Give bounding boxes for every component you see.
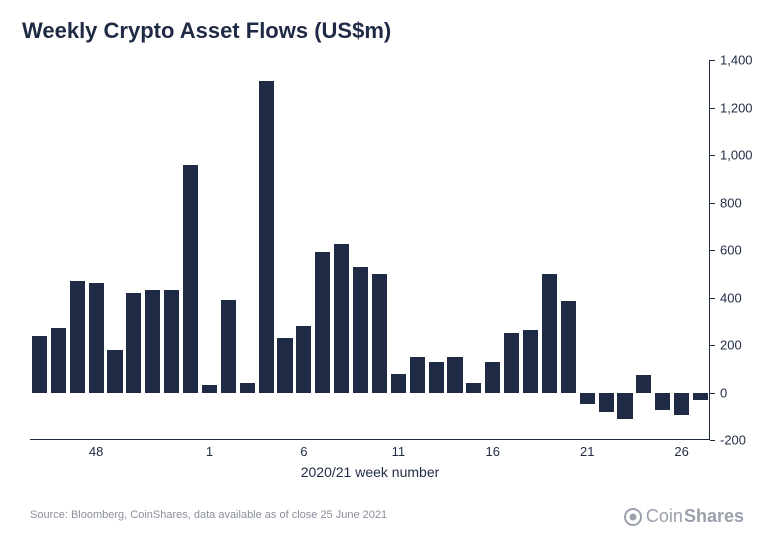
coinshares-logo: CoinShares <box>623 506 744 527</box>
bar <box>107 350 122 393</box>
bar <box>655 393 670 411</box>
bar <box>126 293 141 393</box>
y-tick-label: 1,400 <box>720 53 753 68</box>
bar <box>372 274 387 393</box>
bar <box>542 274 557 393</box>
y-tick-label: 1,000 <box>720 148 753 163</box>
y-tick <box>710 60 715 61</box>
bar <box>353 267 368 393</box>
bar <box>693 393 708 400</box>
chart-plot-area <box>30 60 710 440</box>
y-tick <box>710 393 715 394</box>
bar <box>466 383 481 393</box>
y-tick <box>710 108 715 109</box>
source-text: Source: Bloomberg, CoinShares, data avai… <box>30 509 387 521</box>
bar <box>240 383 255 393</box>
x-tick-label: 16 <box>486 444 500 459</box>
y-tick-label: 1,200 <box>720 100 753 115</box>
x-axis-label: 2020/21 week number <box>301 464 440 480</box>
bar <box>674 393 689 416</box>
y-tick <box>710 298 715 299</box>
y-tick-label: 800 <box>720 195 742 210</box>
bar <box>315 252 330 392</box>
y-tick-label: 400 <box>720 290 742 305</box>
chart-title: Weekly Crypto Asset Flows (US$m) <box>22 18 391 44</box>
bar <box>51 328 66 392</box>
y-tick-label: 200 <box>720 338 742 353</box>
bar <box>221 300 236 393</box>
bar <box>617 393 632 419</box>
bar <box>410 357 425 393</box>
bar <box>561 301 576 392</box>
y-tick <box>710 440 715 441</box>
logo-text-left: Coin <box>646 506 683 527</box>
y-tick-label: -200 <box>720 433 746 448</box>
y-tick-label: 600 <box>720 243 742 258</box>
bar <box>429 362 444 393</box>
x-tick-label: 11 <box>392 444 406 459</box>
bar <box>259 81 274 392</box>
bar <box>183 165 198 393</box>
bar <box>89 283 104 392</box>
x-tick-label: 21 <box>580 444 594 459</box>
bar <box>202 385 217 392</box>
y-tick <box>710 203 715 204</box>
y-tick-label: 0 <box>720 385 727 400</box>
x-tick-label: 48 <box>89 444 103 459</box>
coinshares-logo-icon <box>623 507 643 527</box>
bar <box>32 336 47 393</box>
bar <box>334 244 349 392</box>
bar <box>636 375 651 393</box>
bar <box>70 281 85 393</box>
logo-text-right: Shares <box>684 506 744 527</box>
bar <box>447 357 462 393</box>
bar <box>485 362 500 393</box>
bar <box>504 333 519 392</box>
bar <box>580 393 595 405</box>
y-tick <box>710 155 715 156</box>
bar <box>145 290 160 392</box>
x-tick-label: 1 <box>206 444 213 459</box>
x-tick-label: 6 <box>300 444 307 459</box>
bar <box>164 290 179 392</box>
bar <box>277 338 292 393</box>
y-tick <box>710 250 715 251</box>
bar <box>599 393 614 412</box>
bar <box>523 330 538 393</box>
x-axis-line <box>30 439 710 440</box>
bar <box>296 326 311 393</box>
x-tick-label: 26 <box>674 444 688 459</box>
bar <box>391 374 406 393</box>
y-tick <box>710 345 715 346</box>
